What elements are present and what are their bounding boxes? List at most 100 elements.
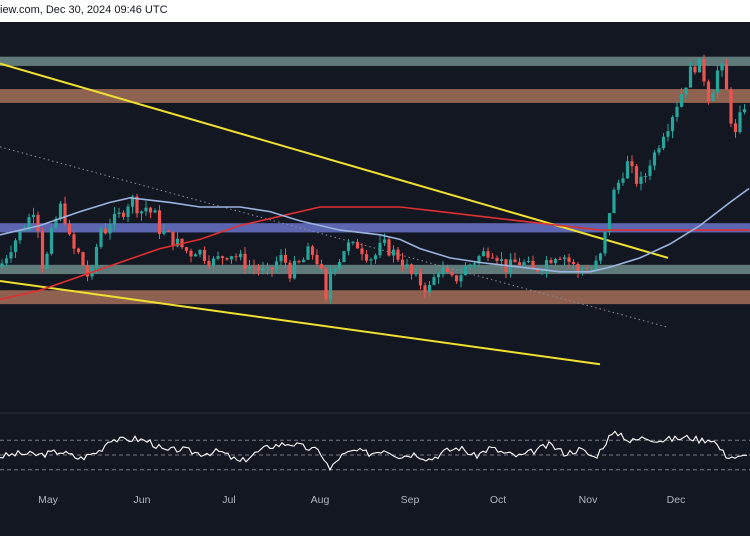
- zone-band-2: [0, 223, 750, 233]
- candle-body: [261, 268, 265, 271]
- candle-body: [738, 112, 742, 133]
- candle-body: [607, 213, 612, 233]
- x-tick-label: Aug: [311, 494, 330, 506]
- trend-line-1: [0, 280, 601, 366]
- candle-body: [490, 257, 495, 259]
- candle-body: [220, 256, 225, 259]
- candle-body: [558, 258, 562, 260]
- candle-body: [382, 239, 387, 243]
- candle-body: [427, 284, 432, 293]
- candle-body: [175, 238, 180, 247]
- candle-body: [657, 148, 661, 153]
- candle-body: [40, 231, 45, 269]
- candle-body: [36, 214, 40, 232]
- candle-body: [364, 254, 369, 261]
- candle-body: [337, 262, 342, 269]
- candle-body: [432, 277, 436, 285]
- zone-band-3: [0, 264, 750, 275]
- candle-body: [297, 261, 301, 263]
- candle-body: [58, 203, 63, 219]
- candle-body: [94, 246, 99, 268]
- candle-body: [166, 230, 171, 232]
- candle-body: [711, 92, 715, 102]
- candle-body: [450, 272, 454, 276]
- candle-body: [328, 272, 333, 300]
- candle-body: [292, 261, 297, 279]
- candle-body: [396, 249, 400, 260]
- candle-body: [265, 267, 270, 269]
- candle-body: [18, 230, 22, 241]
- candle-body: [612, 189, 616, 214]
- candle-body: [661, 136, 666, 149]
- moving-averages: [0, 187, 750, 301]
- candle-body: [526, 260, 531, 263]
- candle-body: [688, 66, 693, 88]
- candle-body: [139, 211, 144, 214]
- candle-body: [729, 89, 733, 124]
- candle-body: [135, 196, 139, 214]
- candle-body: [283, 254, 288, 263]
- candle-body: [252, 266, 256, 268]
- candle-body: [310, 246, 315, 255]
- candle-body: [270, 267, 274, 270]
- x-tick-label: Jun: [134, 494, 151, 506]
- candle-body: [621, 178, 625, 183]
- candle-body: [49, 227, 54, 254]
- sma-200-line: [0, 206, 749, 301]
- candle-body: [45, 253, 49, 269]
- candle-body: [553, 258, 558, 264]
- sma-100-line: [0, 187, 750, 273]
- candle-body: [540, 270, 544, 272]
- candle-body: [634, 166, 639, 184]
- candle-body: [454, 275, 459, 282]
- candle-body: [13, 240, 18, 253]
- candle-body: [715, 70, 720, 93]
- candle-body: [643, 175, 648, 177]
- candle-body: [319, 264, 324, 269]
- candle-body: [693, 66, 697, 73]
- candle-body: [67, 223, 72, 235]
- candle-body: [0, 263, 4, 268]
- candle-body: [414, 272, 418, 275]
- candle-body: [130, 196, 135, 207]
- candle-body: [733, 123, 738, 133]
- candle-body: [72, 234, 76, 249]
- chart-background: [0, 22, 750, 536]
- candle-body: [54, 218, 58, 228]
- candle-body: [148, 207, 153, 213]
- candle-body: [117, 212, 121, 214]
- candle-body: [472, 263, 477, 265]
- candle-body: [675, 106, 679, 118]
- candle-body: [544, 260, 549, 271]
- candle-body: [463, 266, 468, 276]
- candle-body: [144, 207, 148, 212]
- candle-body: [279, 254, 283, 262]
- candle-body: [202, 249, 207, 261]
- zone-band-0: [0, 56, 750, 66]
- candle-body: [481, 251, 486, 257]
- candle-body: [679, 94, 684, 107]
- candle-body: [247, 266, 252, 269]
- candle-body: [418, 272, 423, 286]
- candle-body: [207, 260, 211, 266]
- candle-body: [648, 165, 652, 176]
- candle-body: [522, 262, 526, 266]
- candle-body: [652, 152, 657, 166]
- candle-body: [477, 256, 481, 264]
- candle-body: [499, 259, 504, 261]
- candle-body: [63, 203, 67, 224]
- candle-body: [306, 246, 310, 260]
- candle-body: [562, 257, 567, 259]
- candle-body: [225, 258, 229, 260]
- candle-body: [373, 255, 378, 260]
- candle-body: [243, 253, 247, 269]
- candle-body: [108, 224, 112, 234]
- candle-body: [315, 254, 319, 265]
- candle-body: [724, 63, 729, 90]
- candle-body: [441, 267, 445, 275]
- candle-body: [81, 252, 85, 266]
- candle-body: [193, 254, 198, 257]
- x-tick-label: Dec: [667, 494, 686, 506]
